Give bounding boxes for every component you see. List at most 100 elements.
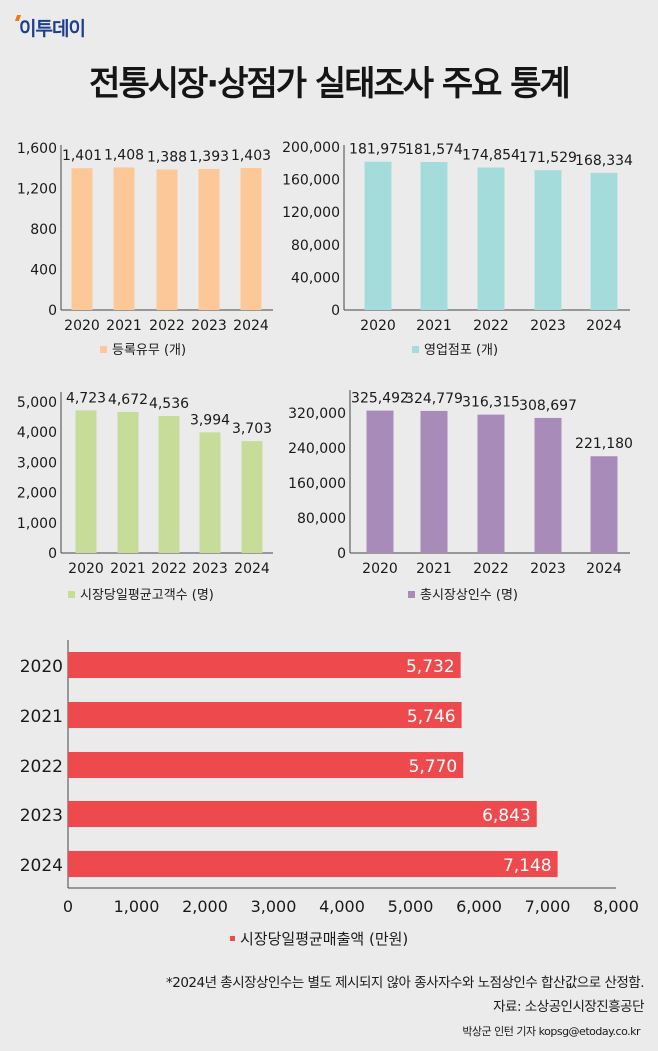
logo-text: 이투데이: [19, 18, 86, 40]
y-tick-label: 80,000: [291, 238, 340, 254]
x-tick-label: 0: [63, 897, 73, 916]
bar: [420, 410, 448, 553]
data-label: 174,854: [462, 147, 520, 163]
x-tick-label: 8,000: [593, 897, 639, 916]
credit: 박상군 인턴 기자 kopsg@etoday.co.kr: [462, 1025, 640, 1038]
data-label: 4,672: [108, 392, 148, 408]
bar: [420, 162, 448, 310]
legend-swatch: [100, 346, 107, 353]
x-tick-label: 2024: [586, 561, 622, 577]
y-tick-label: 400: [30, 263, 57, 279]
x-tick-label: 5,000: [388, 897, 434, 916]
y-tick-label: 2,000: [17, 486, 57, 502]
y-tick-label: 160,000: [282, 173, 340, 189]
x-tick-label: 3,000: [251, 897, 297, 916]
legend-label: 시장당일평균매출액 (만원): [240, 930, 408, 948]
bar: [240, 167, 262, 310]
legend-swatch: [412, 346, 419, 353]
x-tick-label: 2022: [473, 318, 509, 334]
data-label: 316,315: [462, 395, 520, 411]
data-label: 221,180: [575, 436, 633, 452]
x-tick-label: 2022: [473, 561, 509, 577]
x-tick-label: 2024: [586, 318, 622, 334]
bar: [113, 167, 135, 310]
y-tick-label: 200,000: [282, 140, 340, 156]
bar: [71, 168, 93, 310]
x-tick-label: 2021: [416, 318, 452, 334]
x-tick-label: 2023: [192, 561, 228, 577]
legend-label: 총시장상인수 (명): [420, 588, 518, 603]
bar: [68, 652, 461, 678]
x-tick-label: 2020: [362, 561, 398, 577]
y-tick-label: 5,000: [17, 395, 57, 411]
bar: [68, 851, 558, 877]
bar: [364, 161, 392, 310]
x-tick-label: 2021: [110, 561, 146, 577]
bar: [241, 441, 263, 553]
x-tick-label: 2021: [106, 318, 142, 334]
data-label: 5,770: [409, 757, 458, 777]
data-label: 1,388: [147, 149, 187, 165]
data-label: 308,697: [519, 398, 577, 414]
legend-label: 영업점포 (개): [424, 343, 498, 358]
y-tick-label: 80,000: [297, 511, 346, 527]
data-label: 181,975: [349, 142, 407, 158]
page-title: 전통시장·상점가 실태조사 주요 통계: [89, 64, 571, 104]
bar: [477, 414, 505, 553]
y-tick-label: 0: [331, 303, 340, 319]
bar: [199, 432, 221, 553]
bar: [68, 702, 462, 728]
y-tick-label: 4,000: [17, 425, 57, 441]
y-tick-label: 320,000: [288, 406, 346, 422]
x-tick-label: 2023: [191, 318, 227, 334]
x-tick-label: 4,000: [319, 897, 365, 916]
bar: [156, 169, 178, 310]
y-tick-label: 1,600: [17, 141, 57, 157]
y-tick-label: 2024: [20, 856, 63, 876]
bar: [366, 410, 394, 553]
data-label: 1,401: [62, 148, 102, 164]
legend-label: 등록유무 (개): [112, 343, 186, 358]
x-tick-label: 2022: [149, 318, 185, 334]
y-tick-label: 3,000: [17, 455, 57, 471]
y-tick-label: 240,000: [288, 441, 346, 457]
y-tick-label: 2022: [20, 757, 63, 777]
y-tick-label: 120,000: [282, 205, 340, 221]
x-tick-label: 2021: [416, 561, 452, 577]
data-label: 181,574: [405, 142, 463, 158]
x-tick-label: 2020: [360, 318, 396, 334]
y-tick-label: 800: [30, 222, 57, 238]
bar: [158, 416, 180, 553]
data-label: 1,408: [104, 147, 144, 163]
x-tick-label: 2,000: [182, 897, 228, 916]
data-label: 3,703: [232, 421, 272, 437]
x-tick-label: 2024: [233, 318, 269, 334]
data-label: 5,746: [407, 707, 456, 727]
x-tick-label: 2020: [68, 561, 104, 577]
x-tick-label: 2022: [151, 561, 187, 577]
data-label: 4,723: [66, 390, 106, 406]
bar: [590, 172, 618, 310]
data-label: 7,148: [503, 856, 552, 876]
etoday-logo: 이투데이: [14, 14, 86, 41]
data-label: 5,732: [406, 657, 455, 677]
bar: [117, 411, 139, 553]
data-label: 325,492: [351, 391, 409, 407]
y-tick-label: 0: [48, 303, 57, 319]
y-tick-label: 160,000: [288, 476, 346, 492]
data-label: 324,779: [405, 391, 463, 407]
x-tick-label: 2023: [530, 561, 566, 577]
y-tick-label: 2021: [20, 707, 63, 727]
data-label: 3,994: [190, 412, 230, 428]
bar: [198, 168, 220, 310]
y-tick-label: 1,200: [17, 182, 57, 198]
x-tick-label: 7,000: [525, 897, 571, 916]
y-tick-label: 2023: [20, 806, 63, 826]
data-label: 1,403: [231, 148, 271, 164]
legend-swatch: [408, 591, 415, 598]
data-label: 6,843: [482, 806, 531, 826]
y-tick-label: 2020: [20, 657, 63, 677]
legend-swatch: [68, 591, 75, 598]
footnote: *2024년 총시장상인수는 별도 제시되지 않아 종사자수와 노점상인수 합산…: [165, 975, 645, 991]
bar: [477, 167, 505, 310]
